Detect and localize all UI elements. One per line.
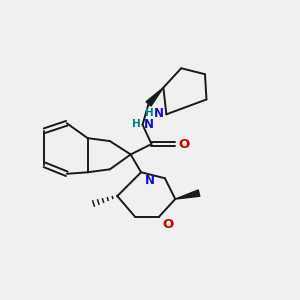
Text: N: N bbox=[145, 174, 155, 187]
Text: O: O bbox=[163, 218, 174, 231]
Polygon shape bbox=[146, 88, 164, 106]
Text: O: O bbox=[179, 138, 190, 151]
Text: N: N bbox=[154, 107, 164, 120]
Text: H: H bbox=[145, 108, 154, 118]
Text: H: H bbox=[132, 119, 141, 129]
Text: N: N bbox=[144, 118, 154, 130]
Polygon shape bbox=[175, 190, 200, 199]
